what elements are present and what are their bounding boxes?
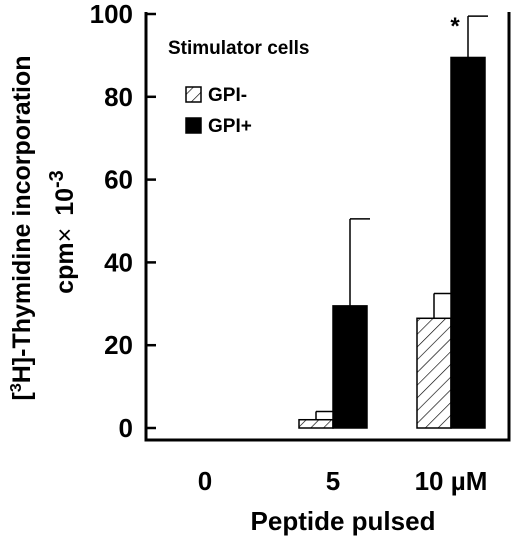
y-tick-label: 60: [104, 165, 133, 195]
bar-gpi-minus-2: [416, 317, 452, 429]
y-tick-label: 80: [104, 82, 133, 112]
x-tick-labels: 0 5 10 µM: [198, 466, 488, 496]
y-ticks: [146, 12, 156, 430]
y-tick-label: 20: [104, 330, 133, 360]
bar-gpi-minus-1: [298, 418, 334, 429]
legend-title: Stimulator cells: [168, 38, 310, 59]
legend-label-gpi-plus: GPI+: [208, 116, 252, 137]
bar-gpi-plus-2: [450, 56, 486, 429]
x-tick-label: 5: [326, 466, 340, 496]
y-tick-label: 40: [104, 247, 133, 277]
bar-gpi-plus-1: [332, 305, 368, 429]
significance-marker: *: [450, 13, 460, 40]
y-axis-label-line1: [3H]-Thymidine incorporation: [8, 55, 36, 400]
x-axis-label: Peptide pulsed: [251, 506, 436, 536]
x-tick-label: 0: [198, 466, 212, 496]
bars: [298, 56, 486, 429]
legend-swatch-gpi-minus: [185, 86, 202, 103]
y-axis-label-line2: cpm×10-3: [46, 170, 79, 294]
y-tick-labels: 0 20 40 60 80 100: [90, 0, 133, 443]
legend-label-gpi-minus: GPI-: [208, 85, 247, 106]
y-tick-label: 0: [119, 413, 133, 443]
x-tick-label: 10 µM: [415, 466, 488, 496]
y-tick-label: 100: [90, 0, 133, 29]
legend-swatch-gpi-plus: [185, 117, 202, 134]
